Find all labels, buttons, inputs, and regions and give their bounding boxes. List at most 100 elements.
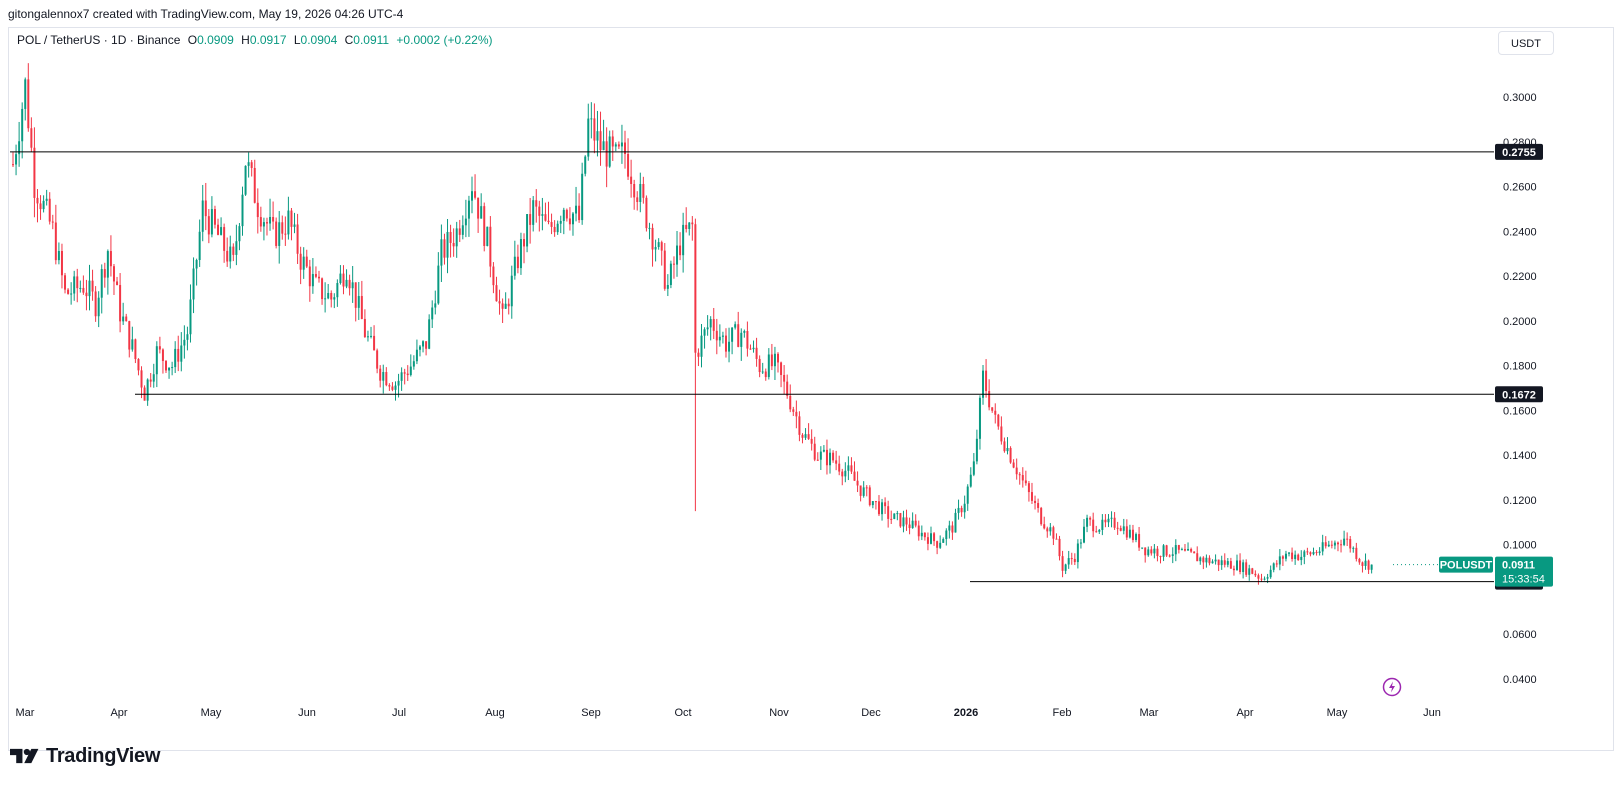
candle-body bbox=[721, 335, 724, 337]
candle-body bbox=[119, 284, 122, 322]
candle-body bbox=[177, 348, 180, 362]
candle-body bbox=[1196, 553, 1199, 562]
chart-caption: gitongalennox7 created with TradingView.… bbox=[8, 7, 404, 21]
candle-body bbox=[905, 517, 908, 525]
candle-body bbox=[908, 524, 911, 529]
candle-body bbox=[15, 154, 18, 165]
candle-body bbox=[354, 282, 357, 308]
candle-body bbox=[706, 327, 709, 330]
candle-body bbox=[382, 372, 385, 381]
candle-body bbox=[406, 373, 409, 376]
high-value: 0.0917 bbox=[249, 33, 287, 47]
candle-body bbox=[1116, 527, 1119, 529]
candle-body bbox=[27, 79, 30, 129]
price-tick-label: 0.2000 bbox=[1503, 316, 1537, 328]
candle-body bbox=[265, 222, 268, 224]
candle-body bbox=[171, 367, 174, 369]
candle-body bbox=[45, 198, 48, 201]
currency-button[interactable]: USDT bbox=[1498, 31, 1554, 55]
candle-body bbox=[112, 266, 115, 282]
candle-body bbox=[1190, 548, 1193, 552]
candle-body bbox=[1300, 556, 1303, 561]
candle-body bbox=[666, 284, 669, 289]
candle-body bbox=[507, 303, 510, 307]
candle-body bbox=[1245, 562, 1248, 575]
open-value: 0.0909 bbox=[197, 33, 234, 47]
candle-body bbox=[743, 331, 746, 333]
candle-body bbox=[1110, 517, 1113, 519]
candle-body bbox=[217, 224, 220, 235]
candle-body bbox=[1315, 552, 1318, 554]
candle-body bbox=[630, 176, 633, 185]
candle-body bbox=[614, 144, 617, 147]
candle-body bbox=[1119, 528, 1122, 531]
candle-body bbox=[694, 224, 697, 353]
candle-body bbox=[281, 222, 284, 234]
candle-body bbox=[305, 256, 308, 267]
price-tick-label: 0.1800 bbox=[1503, 361, 1537, 373]
candle-body bbox=[1269, 569, 1272, 578]
candle-body bbox=[67, 289, 70, 294]
candle-body bbox=[1281, 556, 1284, 559]
candle-body bbox=[1202, 557, 1205, 563]
candle-body bbox=[571, 213, 574, 225]
price-axis[interactable]: 0.3000 0.2800 0.2600 0.2400 0.2200 0.2000 0.18… bbox=[1503, 92, 1537, 686]
candle-body bbox=[761, 371, 764, 373]
time-tick-label: May bbox=[1327, 707, 1348, 719]
candle-body bbox=[106, 251, 109, 278]
candle-body bbox=[874, 501, 877, 503]
candle-body bbox=[513, 256, 516, 276]
candle-body bbox=[911, 520, 914, 529]
candle-body bbox=[434, 303, 437, 308]
candle-body bbox=[1073, 558, 1076, 563]
price-tick-label: 0.3000 bbox=[1503, 92, 1537, 104]
candle-body bbox=[1058, 538, 1061, 557]
price-tick-label: 0.0400 bbox=[1503, 674, 1537, 686]
candle-body bbox=[740, 332, 743, 347]
candle-body bbox=[1229, 561, 1232, 569]
time-tick-label: Apr bbox=[110, 707, 127, 719]
candle-body bbox=[532, 200, 535, 225]
candle-body bbox=[21, 108, 24, 142]
candle-body bbox=[510, 275, 513, 307]
candle-body bbox=[602, 141, 605, 151]
candle-body bbox=[718, 336, 721, 341]
candle-body bbox=[1174, 545, 1177, 555]
price-tick-label: 0.2200 bbox=[1503, 271, 1537, 283]
candle-body bbox=[966, 486, 969, 504]
bar-countdown-label: 15:33:54 bbox=[1502, 574, 1545, 586]
candle-body bbox=[458, 228, 461, 235]
symbol-name[interactable]: POL / TetherUS · 1D · Binance bbox=[17, 33, 181, 47]
candle-body bbox=[241, 194, 244, 227]
candle-body bbox=[1266, 577, 1269, 579]
candle-body bbox=[486, 226, 489, 246]
candle-body bbox=[333, 297, 336, 300]
candle-body bbox=[1340, 544, 1343, 546]
lightning-icon[interactable] bbox=[1382, 677, 1402, 697]
candle-body bbox=[238, 226, 241, 242]
candle-body bbox=[1122, 526, 1125, 531]
candle-body bbox=[299, 253, 302, 270]
candle-body bbox=[838, 463, 841, 472]
candle-body bbox=[269, 217, 272, 224]
candle-body bbox=[798, 416, 801, 435]
candle-body bbox=[229, 246, 232, 262]
candle-body bbox=[770, 354, 773, 367]
candle-body bbox=[360, 296, 363, 319]
candle-body bbox=[605, 141, 608, 167]
candle-body bbox=[474, 191, 477, 198]
candle-body bbox=[777, 353, 779, 363]
candle-body bbox=[1107, 518, 1110, 523]
candle-body bbox=[452, 242, 455, 247]
candle-body bbox=[1098, 529, 1101, 532]
candle-body bbox=[819, 451, 822, 460]
candle-body bbox=[825, 449, 828, 466]
time-axis[interactable]: Mar Apr May Jun Jul Aug Sep Oct Nov Dec 2026 Feb Mar… bbox=[16, 707, 1441, 719]
candle-body bbox=[516, 256, 519, 269]
candle-body bbox=[896, 513, 899, 515]
price-tick-label: 0.2400 bbox=[1503, 226, 1537, 238]
candle-body bbox=[877, 501, 880, 515]
candle-body bbox=[1217, 559, 1220, 566]
candle-body bbox=[1012, 462, 1015, 468]
